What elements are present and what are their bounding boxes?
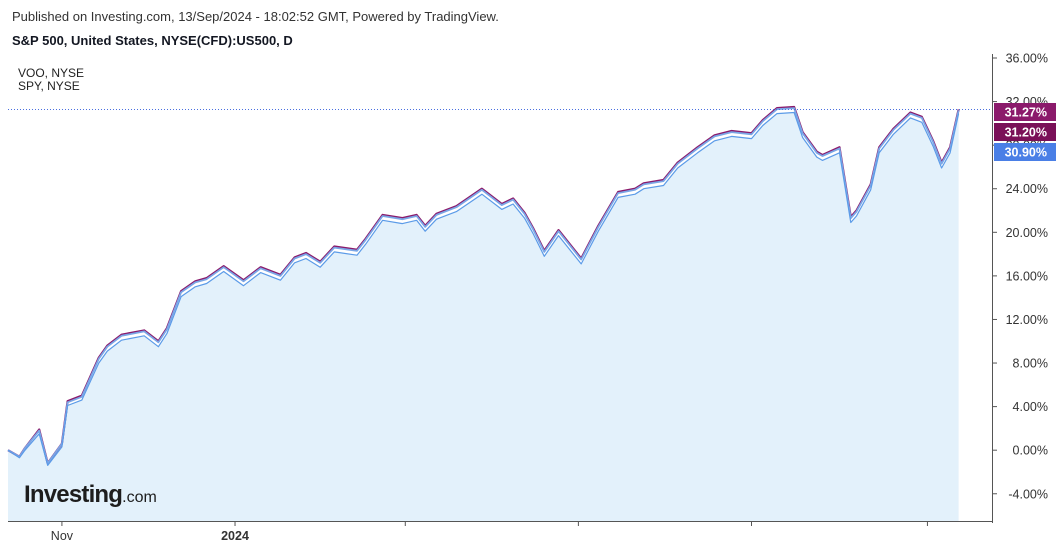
badge-spy-label: 31.20% bbox=[1005, 126, 1047, 140]
y-tick-label: 20.00% bbox=[1006, 226, 1048, 240]
x-tick-label: Nov bbox=[51, 529, 74, 543]
y-tick-label: 36.00% bbox=[1006, 52, 1048, 66]
y-tick-label: 24.00% bbox=[1006, 182, 1048, 196]
y-tick-label: 8.00% bbox=[1013, 357, 1048, 371]
y-tick-label: 4.00% bbox=[1013, 400, 1048, 414]
chart-legend: VOO, NYSE SPY, NYSE bbox=[18, 67, 84, 93]
area-fill bbox=[8, 112, 959, 521]
y-tick-label: 16.00% bbox=[1006, 269, 1048, 283]
badge-voo-label: 31.27% bbox=[1005, 106, 1047, 120]
badge-voo bbox=[994, 103, 1056, 121]
instrument-title: S&P 500, United States, NYSE(CFD):US500,… bbox=[12, 33, 293, 48]
y-tick-label: 0.00% bbox=[1013, 444, 1048, 458]
y-tick-label: -4.00% bbox=[1008, 487, 1048, 501]
x-tick-label: 2024 bbox=[221, 529, 249, 543]
badge-spy bbox=[994, 123, 1056, 141]
legend-item-spy[interactable]: SPY, NYSE bbox=[18, 79, 80, 93]
badge-sp500-label: 30.90% bbox=[1005, 146, 1047, 160]
investing-logo: Investing.com bbox=[24, 481, 157, 509]
series-line-spy bbox=[7, 107, 960, 465]
published-note: Published on Investing.com, 13/Sep/2024 … bbox=[12, 9, 499, 24]
logo-suffix: .com bbox=[122, 489, 157, 506]
series-line-sp500 bbox=[7, 111, 960, 466]
logo-wordmark: Investing bbox=[24, 481, 123, 508]
badge-sp500 bbox=[994, 143, 1056, 161]
legend-item-voo[interactable]: VOO, NYSE bbox=[18, 66, 85, 80]
y-tick-label: 12.00% bbox=[1006, 313, 1048, 327]
